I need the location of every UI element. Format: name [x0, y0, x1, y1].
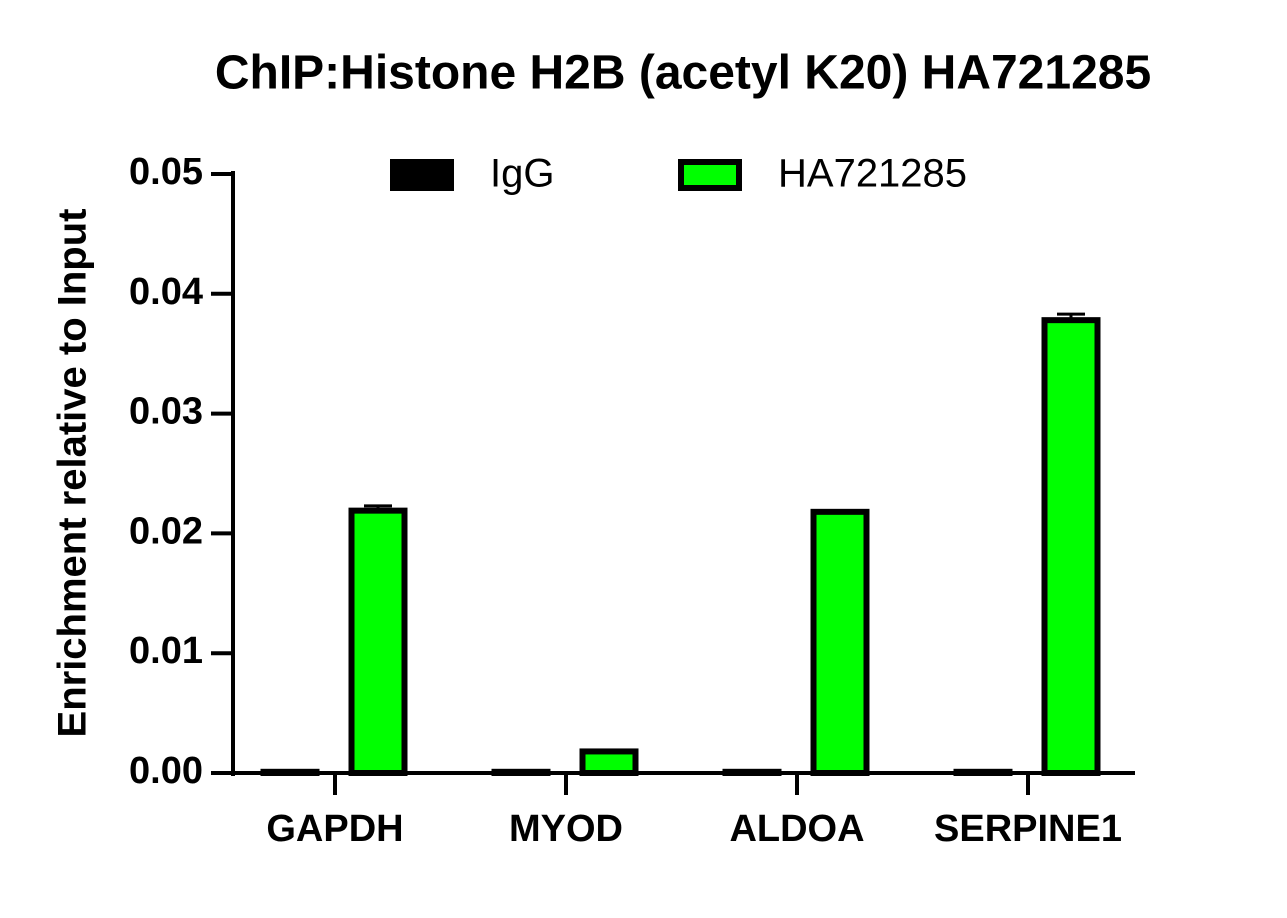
bar [579, 748, 639, 776]
bar [260, 768, 320, 777]
x-tick-label: MYOD [509, 808, 623, 850]
x-tick-label: ALDOA [729, 808, 864, 850]
bar [953, 768, 1013, 777]
y-tick-label: 0.03 [129, 391, 203, 433]
x-tick-label: SERPINE1 [934, 808, 1122, 850]
bar [491, 768, 551, 777]
y-tick-label: 0.05 [129, 151, 203, 193]
bar [348, 507, 408, 776]
bar [1041, 317, 1101, 776]
legend-swatch [390, 159, 454, 191]
y-tick-label: 0.00 [129, 750, 203, 792]
bar [810, 508, 870, 776]
x-tick-label: GAPDH [266, 808, 403, 850]
chart-title: ChIP:Histone H2B (acetyl K20) HA721285 [215, 47, 1151, 100]
legend-swatch [678, 159, 742, 191]
y-tick-label: 0.01 [129, 630, 203, 672]
y-tick-label: 0.02 [129, 510, 203, 552]
y-axis-label: Enrichment relative to Input [51, 209, 95, 738]
y-tick-label: 0.04 [129, 271, 203, 313]
legend-label: IgG [490, 152, 554, 196]
bar [722, 768, 782, 777]
legend-label: HA721285 [778, 152, 967, 196]
